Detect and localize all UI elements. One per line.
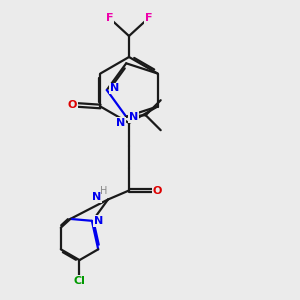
Text: Cl: Cl bbox=[74, 275, 86, 286]
Text: F: F bbox=[106, 13, 113, 23]
Text: N: N bbox=[94, 216, 103, 226]
Text: N: N bbox=[116, 118, 125, 128]
Text: N: N bbox=[92, 192, 101, 202]
Text: O: O bbox=[153, 185, 162, 196]
Text: F: F bbox=[145, 13, 152, 23]
Text: H: H bbox=[100, 186, 107, 197]
Text: N: N bbox=[129, 112, 138, 122]
Text: O: O bbox=[68, 100, 77, 110]
Text: N: N bbox=[110, 83, 119, 94]
